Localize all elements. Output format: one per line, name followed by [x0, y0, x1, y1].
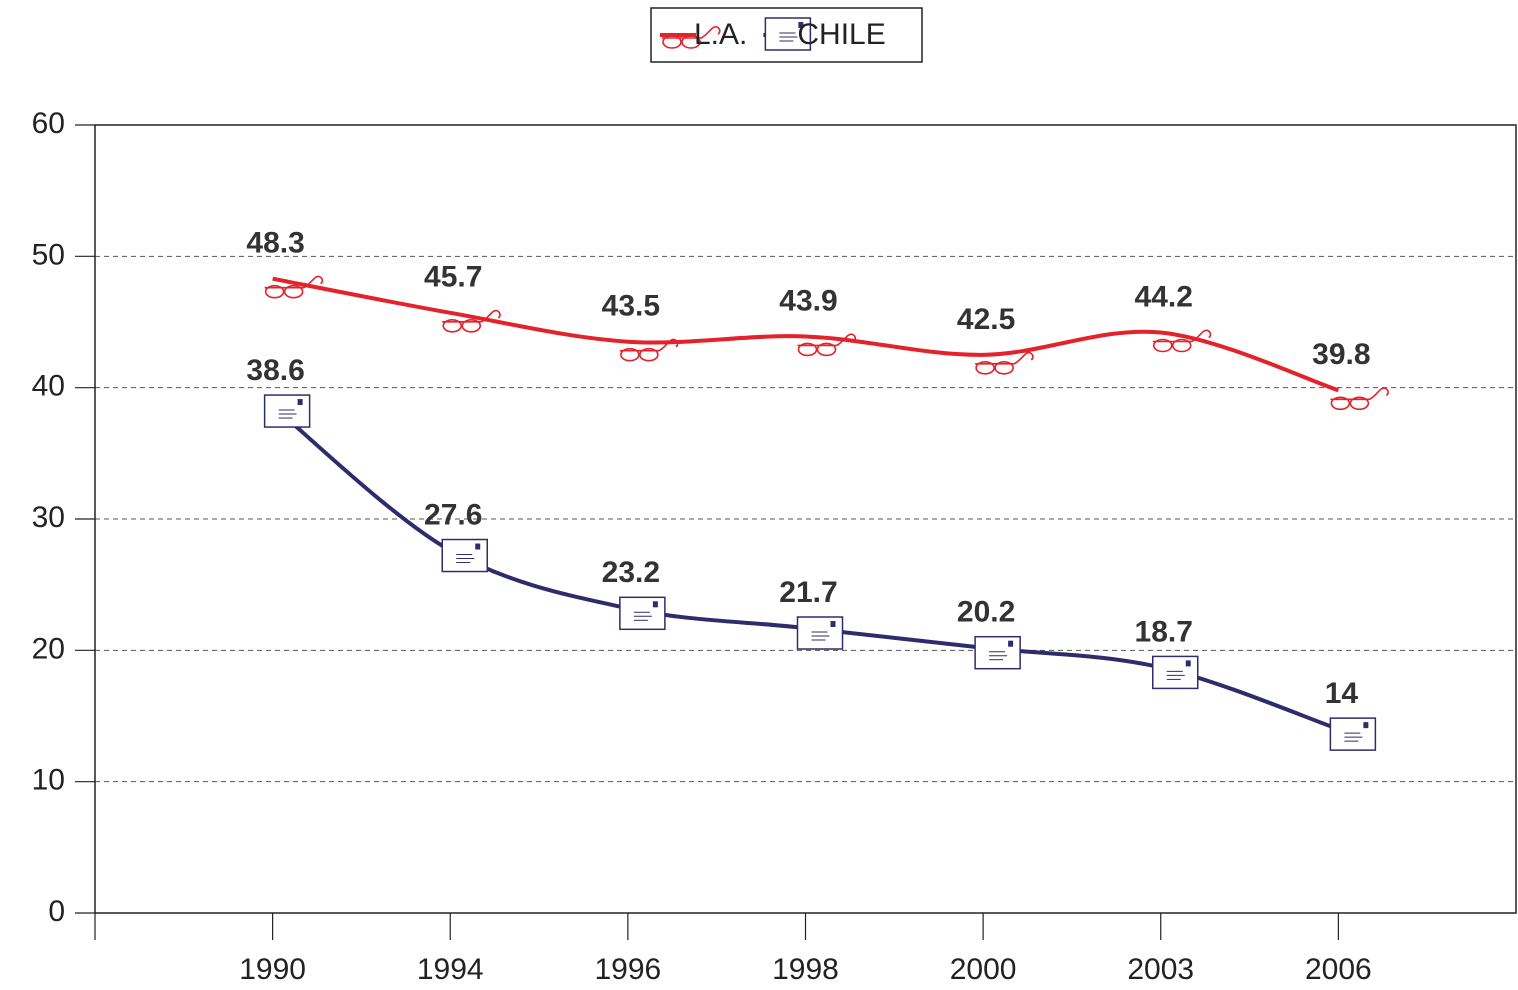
envelope-stamp	[652, 601, 658, 608]
data-label: 27.6	[424, 498, 482, 531]
y-tick-label: 20	[32, 632, 65, 665]
marker	[1329, 717, 1377, 751]
glasses-frame	[442, 309, 501, 323]
envelope-body	[796, 616, 844, 650]
marker	[974, 635, 1021, 670]
x-tick-label: 2000	[950, 953, 1017, 986]
series-line	[272, 276, 1339, 393]
data-label: 44.2	[1135, 280, 1193, 313]
x-tick-label: 1996	[595, 953, 662, 986]
data-label: 43.9	[779, 284, 837, 317]
marker	[1152, 329, 1212, 353]
data-label: 23.2	[602, 556, 660, 589]
envelope-body	[1152, 655, 1199, 690]
envelope-body	[974, 635, 1021, 670]
marker	[263, 394, 311, 428]
glasses-lens	[1330, 396, 1351, 411]
y-tick-label: 10	[32, 764, 65, 797]
data-label: 45.7	[424, 261, 482, 294]
data-label: 42.5	[957, 303, 1015, 336]
legend-label: CHILE	[797, 18, 885, 51]
x-tick-label: 1994	[417, 953, 484, 986]
y-tick-label: 30	[32, 501, 65, 534]
glasses-lens	[264, 284, 285, 299]
glasses-frame	[264, 275, 324, 289]
envelope-stamp	[830, 621, 836, 628]
glasses-frame	[1330, 387, 1389, 401]
glasses-frame	[662, 25, 721, 39]
envelope-stamp	[1363, 722, 1369, 729]
glasses-lens	[816, 342, 837, 357]
glasses-lens	[1152, 338, 1173, 353]
marker	[264, 275, 324, 299]
legend-marker	[764, 17, 812, 51]
marker	[442, 309, 501, 333]
x-tick-label: 1990	[239, 953, 306, 986]
data-label: 38.6	[246, 354, 304, 387]
data-label: 48.3	[246, 227, 304, 260]
legend-label: L.A.	[694, 18, 747, 51]
envelope-stamp	[1185, 660, 1191, 667]
glasses-lens	[283, 284, 304, 299]
data-label: 20.2	[957, 596, 1015, 629]
glasses-lens	[662, 35, 682, 49]
marker	[619, 596, 666, 631]
glasses-lens	[620, 347, 640, 362]
data-label: 21.7	[779, 576, 837, 609]
envelope-body	[1329, 717, 1377, 751]
data-label: 43.5	[602, 290, 660, 323]
marker	[1330, 387, 1389, 411]
glasses-lens	[797, 342, 818, 357]
data-label: 14	[1325, 677, 1359, 710]
data-label: 39.8	[1312, 338, 1370, 371]
glasses-frame	[975, 351, 1034, 365]
marker	[619, 338, 679, 362]
envelope-stamp	[798, 22, 804, 28]
marker	[796, 616, 844, 650]
marker	[441, 538, 488, 573]
legend: L.A. CHILE	[650, 7, 923, 63]
envelope-body	[263, 394, 311, 428]
y-tick-label: 40	[32, 370, 65, 403]
data-label: 18.7	[1135, 615, 1193, 648]
glasses-frame	[619, 338, 679, 352]
envelope-body	[619, 596, 666, 631]
envelope-stamp	[297, 399, 303, 406]
glasses-lens	[461, 319, 482, 333]
glasses-lens	[681, 35, 701, 49]
x-tick-label: 2006	[1305, 953, 1372, 986]
glasses-lens	[639, 347, 659, 362]
glasses-lens	[994, 361, 1014, 375]
envelope-body	[441, 538, 488, 573]
glasses-lens	[442, 319, 463, 333]
marker	[797, 333, 857, 357]
y-tick-label: 0	[48, 895, 65, 928]
y-tick-label: 60	[32, 107, 65, 140]
glasses-frame	[797, 333, 857, 347]
marker	[975, 351, 1034, 375]
marker	[1152, 655, 1199, 690]
legend-marker	[662, 25, 721, 49]
x-tick-label: 2003	[1127, 953, 1194, 986]
envelope-stamp	[1008, 640, 1014, 647]
glasses-lens	[975, 361, 995, 375]
glasses-frame	[1152, 329, 1212, 343]
glasses-lens	[1349, 396, 1370, 411]
y-tick-label: 50	[32, 238, 65, 271]
envelope-stamp	[475, 543, 481, 550]
x-tick-label: 1998	[772, 953, 839, 986]
glasses-lens	[1171, 338, 1192, 353]
